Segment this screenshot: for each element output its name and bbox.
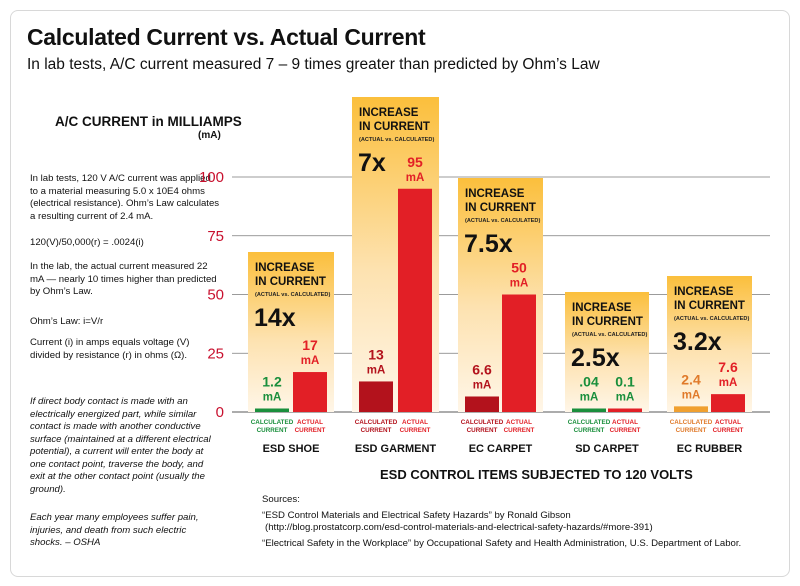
actual-series-label: ACTUAL — [402, 419, 428, 426]
increase-multiplier: 2.5x — [571, 344, 620, 372]
calculated-series-label: CURRENT — [257, 427, 288, 434]
calculated-unit: mA — [367, 364, 386, 376]
calculated-unit: mA — [263, 392, 282, 404]
increase-subheading: (ACTUAL vs. CALCULATED) — [674, 316, 749, 322]
body-contact-note: If direct body contact is made with an e… — [30, 396, 211, 495]
actual-series-label: ACTUAL — [612, 419, 638, 426]
formula-text: 120(V)/50,000(r) = .0024(i) — [30, 237, 144, 248]
category-label: EC RUBBER — [677, 443, 742, 455]
increase-heading: IN CURRENT — [465, 202, 536, 214]
increase-multiplier: 3.2x — [673, 328, 722, 356]
calculated-value: 6.6 — [472, 361, 492, 377]
category-label: ESD SHOE — [263, 443, 320, 455]
calculated-unit: mA — [580, 392, 599, 404]
calculated-value: .04 — [579, 374, 599, 390]
calculated-bar — [255, 408, 289, 412]
calculated-bar — [359, 381, 393, 412]
chart-title: Calculated Current vs. Actual Current — [27, 24, 426, 50]
calculated-unit: mA — [473, 379, 492, 391]
actual-value: 50 — [511, 260, 527, 276]
increase-panel — [565, 292, 649, 412]
calculated-series-label: CURRENT — [574, 427, 605, 434]
actual-unit: mA — [406, 172, 425, 184]
actual-series-label: CURRENT — [713, 427, 744, 434]
actual-unit: mA — [616, 392, 635, 404]
calculated-bar — [674, 406, 708, 412]
actual-series-label: CURRENT — [610, 427, 641, 434]
y-tick-label: 75 — [207, 228, 224, 245]
calculated-series-label: CALCULATED — [568, 419, 611, 426]
increase-multiplier: 7x — [358, 149, 386, 177]
source-2: “Electrical Safety in the Workplace” by … — [262, 538, 742, 549]
calculated-value: 13 — [368, 346, 384, 362]
increase-subheading: (ACTUAL vs. CALCULATED) — [465, 218, 540, 224]
calculated-series-label: CALCULATED — [251, 419, 294, 426]
chart-subtitle: In lab tests, A/C current measured 7 – 9… — [27, 56, 600, 73]
actual-bar — [608, 408, 642, 412]
increase-heading: INCREASE — [674, 286, 734, 298]
lab-result-paragraph: In the lab, the actual current measured … — [30, 261, 217, 297]
actual-series-label: CURRENT — [400, 427, 431, 434]
sources-heading: Sources: — [262, 494, 300, 505]
increase-subheading: (ACTUAL vs. CALCULATED) — [255, 292, 330, 298]
y-tick-label: 50 — [207, 287, 224, 304]
calculated-bar — [465, 396, 499, 412]
increase-heading: IN CURRENT — [255, 276, 326, 288]
actual-unit: mA — [301, 355, 320, 367]
increase-subheading: (ACTUAL vs. CALCULATED) — [572, 332, 647, 338]
ohms-law-text: Ohm’s Law: i=V/r — [30, 316, 104, 327]
calculated-series-label: CURRENT — [467, 427, 498, 434]
category-label: ESD GARMENT — [355, 443, 437, 455]
calculated-value: 1.2 — [262, 374, 282, 390]
actual-series-label: ACTUAL — [297, 419, 323, 426]
increase-heading: INCREASE — [255, 262, 315, 274]
calculated-value: 2.4 — [681, 371, 701, 387]
actual-value: 17 — [302, 337, 318, 353]
increase-multiplier: 7.5x — [464, 230, 513, 258]
actual-unit: mA — [719, 377, 738, 389]
calculated-unit: mA — [682, 389, 701, 401]
increase-multiplier: 14x — [254, 304, 296, 332]
actual-value: 0.1 — [615, 374, 635, 390]
calculated-series-label: CALCULATED — [670, 419, 713, 426]
actual-value: 95 — [407, 154, 423, 170]
y-tick-label: 25 — [207, 345, 224, 362]
actual-series-label: ACTUAL — [715, 419, 741, 426]
actual-bar — [398, 188, 432, 412]
actual-series-label: CURRENT — [504, 427, 535, 434]
y-tick-label: 0 — [216, 404, 224, 421]
increase-subheading: (ACTUAL vs. CALCULATED) — [359, 137, 434, 143]
increase-panel — [667, 276, 752, 412]
actual-bar — [293, 372, 327, 412]
calculated-series-label: CALCULATED — [461, 419, 504, 426]
actual-value: 7.6 — [718, 359, 738, 375]
actual-series-label: ACTUAL — [506, 419, 532, 426]
increase-heading: IN CURRENT — [572, 316, 643, 328]
increase-heading: INCREASE — [465, 188, 525, 200]
actual-bar — [502, 294, 536, 412]
calculated-series-label: CURRENT — [676, 427, 707, 434]
calculated-bar — [572, 408, 606, 412]
source-1-url: (http://blog.prostatcorp.com/esd-control… — [265, 522, 653, 533]
osha-quote: Each year many employees suffer pain, in… — [30, 512, 199, 548]
source-1: “ESD Control Materials and Electrical Sa… — [262, 510, 571, 521]
y-axis-title: A/C CURRENT in MILLIAMPS — [55, 114, 242, 129]
explanation-paragraph: In lab tests, 120 V A/C current was appl… — [30, 173, 220, 222]
category-label: EC CARPET — [469, 443, 533, 455]
y-axis-unit: (mA) — [198, 130, 221, 141]
category-label: SD CARPET — [575, 443, 639, 455]
increase-heading: IN CURRENT — [674, 300, 745, 312]
increase-heading: INCREASE — [359, 107, 419, 119]
calculated-series-label: CURRENT — [361, 427, 392, 434]
actual-bar — [711, 394, 745, 412]
increase-heading: IN CURRENT — [359, 121, 430, 133]
increase-heading: INCREASE — [572, 302, 632, 314]
y-tick-label: 100 — [199, 169, 224, 186]
ohms-law-explanation: Current (i) in amps equals voltage (V) d… — [30, 337, 190, 361]
actual-unit: mA — [510, 278, 529, 290]
calculated-series-label: CALCULATED — [355, 419, 398, 426]
actual-series-label: CURRENT — [295, 427, 326, 434]
x-axis-title: ESD CONTROL ITEMS SUBJECTED TO 120 VOLTS — [380, 467, 693, 482]
